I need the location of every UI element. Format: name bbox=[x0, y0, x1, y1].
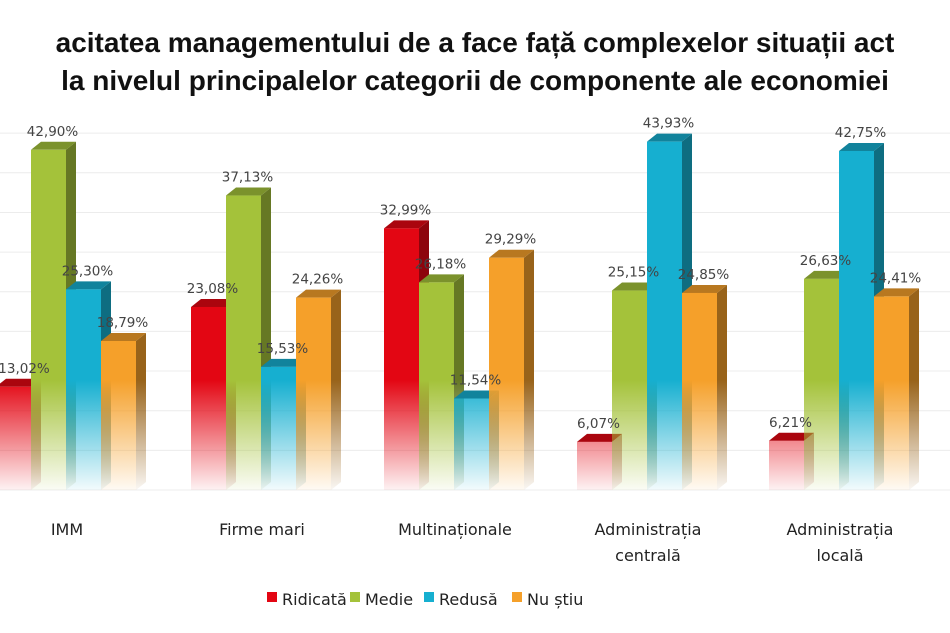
data-label: 25,15% bbox=[608, 265, 660, 281]
bar-top bbox=[769, 432, 814, 441]
legend-label: Medie bbox=[365, 590, 413, 609]
bar-top bbox=[296, 289, 341, 298]
data-label: 43,93% bbox=[643, 116, 695, 132]
data-label: 24,26% bbox=[292, 272, 344, 288]
bar-3-2 bbox=[489, 249, 534, 490]
data-label: 42,90% bbox=[27, 124, 79, 140]
bar-front bbox=[31, 149, 66, 491]
category-label: Firme mari bbox=[219, 520, 305, 539]
category-label: locală bbox=[816, 546, 863, 565]
bar-top bbox=[454, 390, 499, 399]
bar-front bbox=[296, 297, 331, 490]
data-label: 6,07% bbox=[577, 416, 620, 432]
bar-3-0 bbox=[101, 332, 146, 490]
bar-front bbox=[384, 228, 419, 491]
bar-front bbox=[647, 141, 682, 490]
bar-front bbox=[66, 289, 101, 490]
category-label: IMM bbox=[51, 520, 83, 539]
bar-top bbox=[31, 141, 76, 150]
legend-label: Nu știu bbox=[527, 590, 583, 609]
legend-label: Ridicată bbox=[282, 590, 347, 609]
bar-0-3 bbox=[577, 433, 622, 490]
bar-top bbox=[874, 288, 919, 297]
bar-side bbox=[909, 288, 919, 490]
legend-swatch bbox=[512, 592, 522, 602]
title-line: acitatea managementului de a face față c… bbox=[56, 27, 895, 58]
category-label: Administrația bbox=[595, 520, 702, 539]
data-label: 23,08% bbox=[187, 281, 239, 297]
legend-swatch bbox=[350, 592, 360, 602]
bar-top bbox=[612, 282, 657, 291]
bar-side bbox=[136, 332, 146, 490]
bar-front bbox=[419, 282, 454, 490]
bar-side bbox=[524, 249, 534, 490]
bar-top bbox=[647, 133, 692, 142]
title-line: la nivelul principalelor categorii de co… bbox=[61, 65, 889, 96]
bar-front bbox=[0, 386, 31, 490]
data-label: 37,13% bbox=[222, 170, 274, 186]
bars bbox=[0, 133, 919, 491]
legend-label: Redusă bbox=[439, 590, 498, 609]
bar-front bbox=[101, 340, 136, 490]
bar-front bbox=[454, 398, 489, 490]
bar-front bbox=[191, 306, 226, 490]
data-label: 26,18% bbox=[415, 256, 467, 272]
legend: Ridicată Medie Redusă Nu știu bbox=[267, 590, 583, 609]
data-label: 18,79% bbox=[97, 315, 149, 331]
data-label: 24,41% bbox=[870, 270, 922, 286]
bar-front bbox=[804, 278, 839, 490]
category-label: Multinaționale bbox=[398, 520, 512, 539]
bar-top bbox=[489, 249, 534, 258]
bar-front bbox=[489, 257, 524, 490]
data-label: 13,02% bbox=[0, 361, 50, 377]
bar-front bbox=[769, 440, 804, 490]
bar-top bbox=[682, 284, 727, 293]
data-label: 11,54% bbox=[450, 372, 502, 388]
data-label: 15,53% bbox=[257, 341, 309, 357]
data-label: 26,63% bbox=[800, 253, 852, 269]
bar-3-3 bbox=[682, 284, 727, 490]
bar-top bbox=[839, 142, 884, 151]
bar-top bbox=[101, 332, 146, 341]
bar-front bbox=[612, 290, 647, 490]
bar-front bbox=[261, 366, 296, 490]
bar-side bbox=[331, 289, 341, 490]
data-label: 29,29% bbox=[485, 232, 537, 248]
gridlines bbox=[0, 132, 950, 491]
category-axis: IMM Firme mari Multinaționale Administrația… bbox=[51, 520, 894, 565]
data-labels: 13,02% 42,90% 25,30% 18,79% 23,08% 37,13% 15,5… bbox=[0, 116, 921, 432]
bar-front bbox=[577, 441, 612, 490]
bar-top bbox=[384, 220, 429, 229]
bar-3-4 bbox=[874, 288, 919, 490]
bar-front bbox=[839, 150, 874, 490]
bar-top bbox=[577, 433, 622, 442]
bar-top bbox=[419, 274, 464, 283]
category-label: centrală bbox=[615, 546, 681, 565]
bar-top bbox=[226, 187, 271, 196]
legend-swatch bbox=[267, 592, 277, 602]
bar-side bbox=[717, 284, 727, 490]
bar-3-1 bbox=[296, 289, 341, 490]
data-label: 6,21% bbox=[769, 415, 812, 431]
data-label: 42,75% bbox=[835, 125, 887, 141]
bar-1-1 bbox=[226, 187, 271, 491]
bar-top bbox=[0, 378, 41, 387]
bar-top bbox=[66, 281, 111, 290]
bar-top bbox=[261, 358, 306, 367]
data-label: 32,99% bbox=[380, 202, 432, 218]
data-label: 25,30% bbox=[62, 263, 114, 279]
bar-front bbox=[226, 195, 261, 491]
legend-swatch bbox=[424, 592, 434, 602]
bar-front bbox=[682, 292, 717, 490]
bar-top bbox=[191, 298, 236, 307]
bar-top bbox=[804, 270, 849, 279]
data-label: 24,85% bbox=[678, 267, 730, 283]
chart-title: acitatea managementului de a face față c… bbox=[56, 27, 895, 96]
bar-front bbox=[874, 296, 909, 490]
category-label: Administrația bbox=[787, 520, 894, 539]
